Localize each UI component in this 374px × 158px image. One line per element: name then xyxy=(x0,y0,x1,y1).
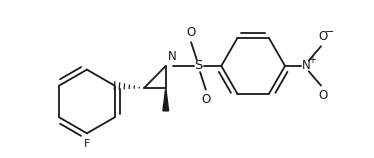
Text: O: O xyxy=(201,93,211,106)
Polygon shape xyxy=(163,88,169,111)
Text: N: N xyxy=(168,50,176,64)
Text: +: + xyxy=(308,55,316,65)
Text: F: F xyxy=(84,140,90,149)
Text: N: N xyxy=(302,59,311,72)
Text: O: O xyxy=(318,30,327,43)
Text: −: − xyxy=(325,27,334,37)
Text: S: S xyxy=(194,59,203,72)
Text: O: O xyxy=(318,89,327,102)
Text: O: O xyxy=(187,26,196,39)
